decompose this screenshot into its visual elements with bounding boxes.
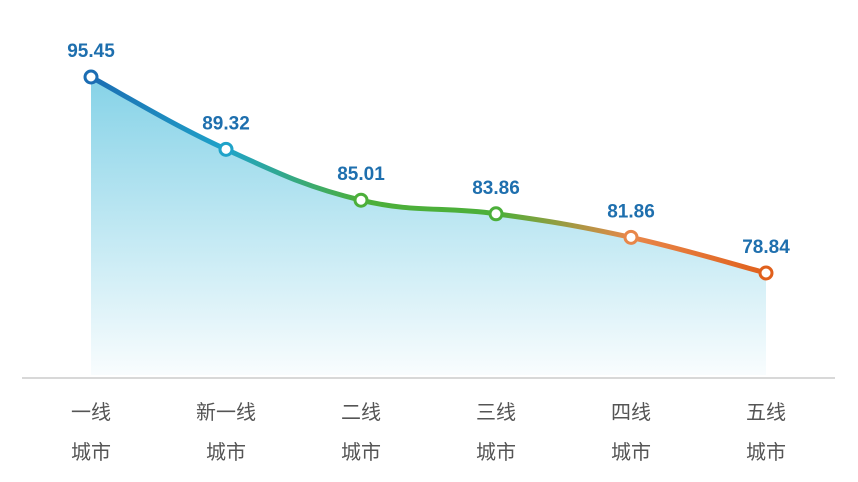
x-tick-label: 新一线 城市 (196, 402, 256, 464)
value-label: 95.45 (67, 41, 115, 62)
point (353, 192, 369, 208)
area (91, 77, 766, 375)
point (83, 69, 99, 85)
point (488, 206, 504, 222)
x-tick-label: 三线 城市 (476, 402, 516, 464)
value-label: 81.86 (607, 201, 655, 222)
x-tick-label: 二线 城市 (341, 402, 381, 464)
x-tick-label: 一线 城市 (71, 402, 111, 464)
point (758, 265, 774, 281)
line (88, 74, 769, 276)
value-label: 78.84 (742, 237, 790, 258)
point (623, 229, 639, 245)
x-tick-label: 四线 城市 (611, 402, 651, 464)
value-label: 83.86 (472, 178, 520, 199)
x-tick-label: 五线 城市 (746, 402, 786, 464)
value-label: 85.01 (337, 164, 385, 185)
value-label: 89.32 (202, 113, 250, 134)
point (218, 141, 234, 157)
